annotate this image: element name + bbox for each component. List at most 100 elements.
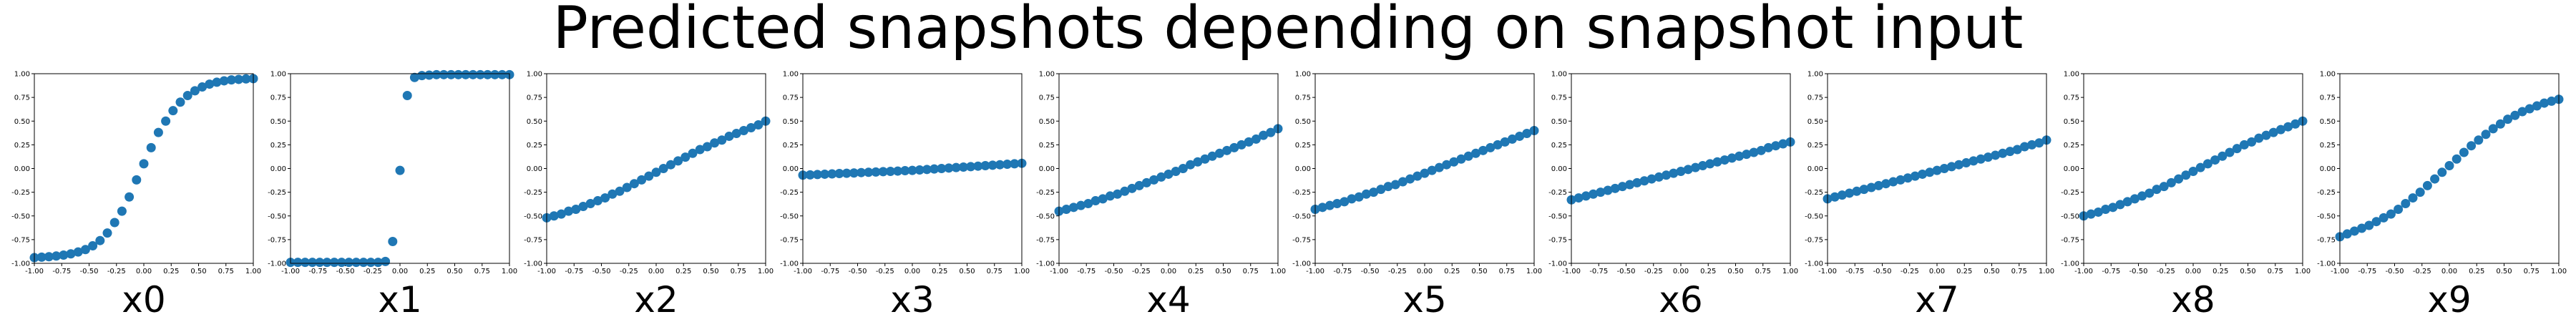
subplot-x3: -1.00 -0.75 -0.50 -0.25 0.00 0.25 0.50 0.75 1.00…: [780, 71, 1030, 321]
data-point: [600, 193, 610, 203]
data-point: [1134, 180, 1144, 190]
y-tick-label: -0.75: [1036, 236, 1055, 244]
data-point: [446, 69, 456, 79]
x-tick-label: 0.25: [163, 268, 179, 275]
y-tick-label: 0.00: [1551, 165, 1567, 173]
data-point: [680, 152, 691, 162]
data-point: [1076, 200, 1086, 210]
data-point: [841, 168, 852, 178]
data-point: [1522, 128, 1532, 138]
data-point: [644, 171, 654, 181]
data-point: [212, 77, 222, 87]
y-tick-label: 0.25: [2320, 142, 2336, 150]
data-point: [805, 170, 815, 180]
data-point: [1727, 153, 1737, 163]
axes-frame: [1571, 73, 1791, 264]
data-point: [80, 245, 90, 255]
data-point: [490, 69, 500, 79]
axes-frame: [34, 73, 254, 264]
x-tick-label: 0.75: [2011, 268, 2027, 275]
data-point: [1881, 179, 1891, 189]
y-tick-label: 0.50: [1295, 118, 1311, 126]
x-tick-label: 0.25: [1444, 268, 1460, 275]
y-tick-label: 0.25: [783, 142, 799, 150]
y-tick-label: -0.25: [2061, 189, 2079, 197]
x-tick-label: 0.50: [447, 268, 462, 275]
y-tick-label: -0.75: [2317, 236, 2336, 244]
data-point: [1845, 188, 1855, 198]
data-point: [658, 164, 668, 173]
y-tick-label: -0.25: [1548, 189, 1567, 197]
y-tick-label: 0.75: [270, 94, 286, 102]
x-tick-label: -0.50: [1617, 268, 1636, 275]
data-point: [2195, 162, 2205, 172]
x-tick-label: -1.00: [794, 268, 812, 275]
data-point: [2093, 207, 2103, 217]
data-point: [2181, 170, 2191, 180]
data-point: [117, 206, 127, 216]
axes-frame: [1827, 73, 2047, 264]
y-tick-label: 0.25: [1039, 142, 1055, 150]
x-tick-label: -0.75: [52, 268, 71, 275]
subplot-x8: -1.00 -0.75 -0.50 -0.25 0.00 0.25 0.50 0.75 1.00…: [2061, 71, 2311, 321]
y-tick-label: -0.25: [2317, 189, 2336, 197]
y-tick-label: 0.75: [1807, 94, 1823, 102]
data-point: [1442, 160, 1452, 170]
y-tick-label: 0.75: [14, 94, 30, 102]
data-point: [2101, 204, 2111, 214]
y-tick-label: 1.00: [1807, 71, 1823, 79]
y-tick-label: 0.00: [2320, 165, 2336, 173]
data-point: [168, 106, 178, 116]
figure-title: Predicted snapshots depending on snapsho…: [552, 0, 2024, 62]
data-point: [2027, 140, 2037, 150]
data-point: [637, 175, 647, 185]
axes-frame: [2339, 73, 2560, 264]
y-tick-label: 0.75: [2064, 94, 2079, 102]
x-tick-label: 1.00: [245, 268, 261, 275]
y-tick-label: 1.00: [1295, 71, 1311, 79]
x-tick-label: -0.25: [2157, 268, 2175, 275]
data-point: [1646, 174, 1657, 184]
x-tick-label: 0.25: [1188, 268, 1204, 275]
x-tick-label: 0.75: [1243, 268, 1259, 275]
y-tick-label: 0.50: [783, 118, 799, 126]
data-point: [2012, 145, 2022, 155]
x-tick-label: -1.00: [25, 268, 44, 275]
y-tick-label: -0.75: [11, 236, 30, 244]
y-tick-label: 0.00: [2064, 165, 2079, 173]
data-point: [241, 74, 251, 84]
data-point: [1698, 161, 1708, 171]
x-tick-label: -0.25: [1644, 268, 1663, 275]
data-point: [2174, 174, 2184, 184]
y-tick-label: -0.75: [1548, 236, 1567, 244]
x-tick-label: 1.00: [1782, 268, 1798, 275]
y-tick-label: -1.00: [268, 260, 286, 268]
x-axis-label: x8: [2171, 279, 2215, 321]
x-tick-label: 0.00: [1673, 268, 1689, 275]
data-point: [1830, 192, 1840, 202]
data-point: [139, 159, 149, 169]
x-tick-label: 0.00: [2441, 268, 2457, 275]
data-point: [1983, 152, 1993, 162]
data-point: [1449, 157, 1459, 167]
data-point: [702, 142, 712, 152]
data-point: [1749, 147, 1759, 157]
data-point: [2532, 101, 2542, 111]
data-point: [966, 162, 976, 172]
data-point: [315, 258, 325, 268]
data-point: [95, 235, 105, 245]
y-tick-label: 0.50: [1807, 118, 1823, 126]
x-tick-label: -0.50: [2386, 268, 2404, 275]
x-axis-label: x5: [1402, 279, 1446, 321]
data-point: [893, 166, 903, 176]
data-point: [1002, 160, 1013, 170]
y-tick-label: 0.25: [1551, 142, 1567, 150]
data-point: [1676, 166, 1686, 176]
data-point: [1873, 180, 1883, 190]
data-point: [1251, 134, 1261, 144]
data-point: [2401, 199, 2411, 209]
data-point: [2225, 147, 2235, 157]
data-point: [175, 97, 185, 107]
data-point: [944, 163, 954, 173]
y-tick-label: 0.00: [1039, 165, 1055, 173]
